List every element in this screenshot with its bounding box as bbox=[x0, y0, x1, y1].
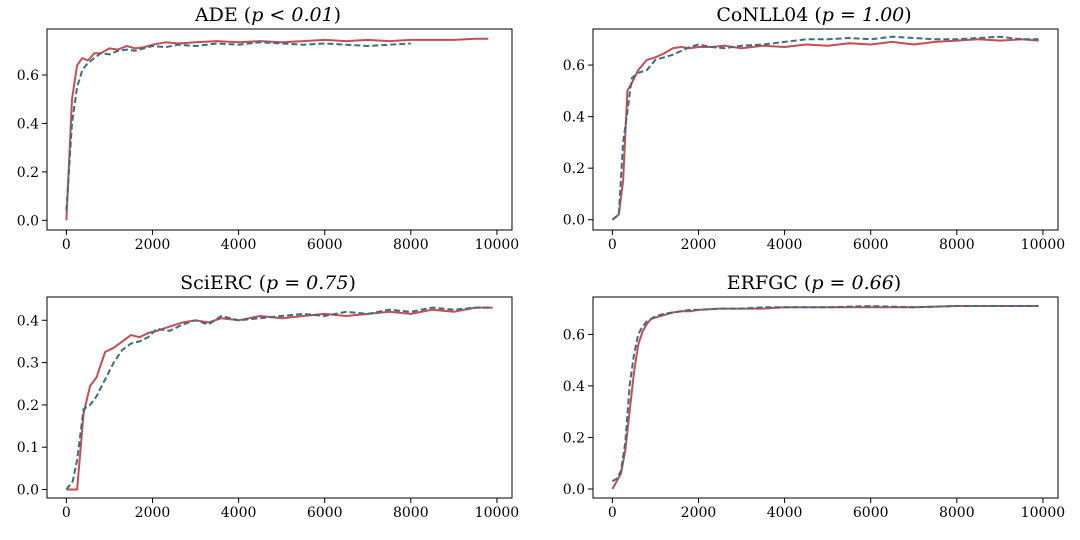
x-tick-label: 0 bbox=[62, 237, 71, 253]
plot-frame bbox=[46, 28, 513, 231]
x-tick-label: 4000 bbox=[221, 505, 257, 521]
x-tick-label: 2000 bbox=[681, 505, 717, 521]
x-tick-label: 10000 bbox=[475, 237, 520, 253]
y-tick-label: 0.4 bbox=[563, 110, 585, 126]
plot-frame bbox=[46, 296, 513, 499]
y-tick-label: 0.4 bbox=[17, 116, 39, 132]
series-line-solid bbox=[611, 305, 1039, 490]
x-tick-label: 4000 bbox=[221, 237, 257, 253]
x-tick-label: 10000 bbox=[475, 505, 520, 521]
series-line-solid bbox=[611, 38, 1039, 221]
x-tick-label: 10000 bbox=[1021, 505, 1066, 521]
series-line-dashed bbox=[65, 306, 493, 491]
y-tick-label: 0.6 bbox=[17, 68, 39, 84]
y-tick-label: 0.3 bbox=[17, 356, 39, 372]
panel-erfgc: ERFGC (p = 0.66) 0 2000 4000 6000 8000 10000 0… bbox=[563, 272, 1065, 521]
y-tick-label: 0.0 bbox=[563, 213, 585, 229]
y-tick-label: 0.1 bbox=[17, 440, 39, 456]
x-tick-label: 8000 bbox=[939, 237, 975, 253]
y-tick-label: 0.2 bbox=[563, 161, 585, 177]
plot-frame bbox=[592, 28, 1059, 231]
x-tick-label: 6000 bbox=[853, 237, 889, 253]
x-tick-label: 6000 bbox=[307, 505, 343, 521]
y-tick-label: 0.2 bbox=[563, 430, 585, 446]
x-tick-label: 6000 bbox=[307, 237, 343, 253]
panel-title: ERFGC (p = 0.66) bbox=[727, 272, 901, 294]
x-tick-label: 8000 bbox=[393, 237, 429, 253]
x-tick-label: 2000 bbox=[135, 237, 171, 253]
x-tick-label: 2000 bbox=[135, 505, 171, 521]
y-tick-label: 0.4 bbox=[17, 313, 39, 329]
panel-conll04: CoNLL04 (p = 1.00) 0 2000 4000 6000 8000 1000… bbox=[563, 4, 1065, 253]
y-tick-label: 0.4 bbox=[563, 379, 585, 395]
x-tick-label: 8000 bbox=[393, 505, 429, 521]
x-tick-label: 2000 bbox=[681, 237, 717, 253]
y-tick-label: 0.2 bbox=[17, 165, 39, 181]
series-line-dashed bbox=[611, 305, 1039, 483]
x-tick-label: 0 bbox=[608, 237, 617, 253]
panel-ade: ADE (p < 0.01) 0 2000 4000 6000 8000 10000 0.0… bbox=[17, 4, 519, 253]
y-tick-label: 0.0 bbox=[563, 482, 585, 498]
y-tick-label: 0.0 bbox=[17, 213, 39, 229]
series-line-dashed bbox=[611, 35, 1039, 221]
panel-title: SciERC (p = 0.75) bbox=[180, 272, 356, 294]
series-line-dashed bbox=[65, 41, 411, 211]
panel-title: ADE (p < 0.01) bbox=[194, 4, 341, 26]
y-tick-label: 0.6 bbox=[563, 58, 585, 74]
y-tick-label: 0.0 bbox=[17, 483, 39, 499]
x-tick-label: 8000 bbox=[939, 505, 975, 521]
y-tick-label: 0.2 bbox=[17, 398, 39, 414]
x-tick-label: 0 bbox=[62, 505, 71, 521]
y-tick-label: 0.6 bbox=[563, 327, 585, 343]
x-tick-label: 0 bbox=[608, 505, 617, 521]
series-line-solid bbox=[65, 37, 489, 221]
plot-frame bbox=[592, 296, 1059, 499]
series-line-solid bbox=[66, 306, 493, 491]
x-tick-label: 4000 bbox=[767, 505, 803, 521]
x-tick-label: 10000 bbox=[1021, 237, 1066, 253]
panel-title: CoNLL04 (p = 1.00) bbox=[716, 4, 911, 26]
x-tick-label: 4000 bbox=[767, 237, 803, 253]
panel-scierc: SciERC (p = 0.75) 0 2000 4000 6000 8000 10000… bbox=[17, 272, 519, 521]
x-tick-label: 6000 bbox=[853, 505, 889, 521]
